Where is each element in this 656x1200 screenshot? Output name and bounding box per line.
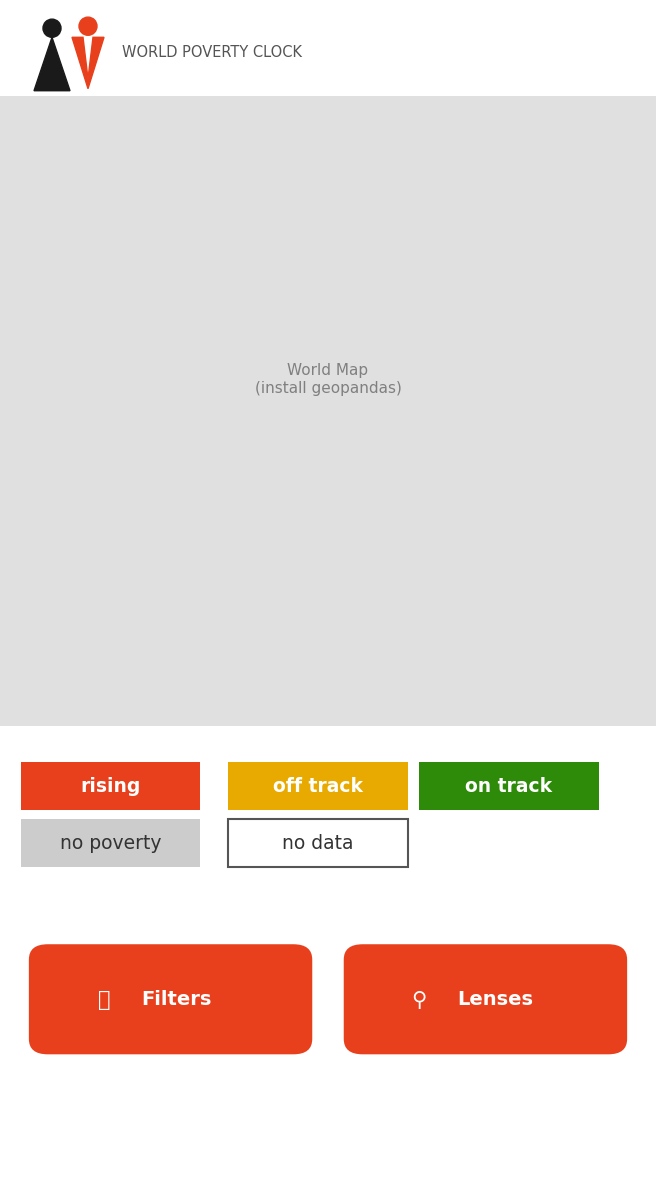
FancyBboxPatch shape <box>21 820 200 868</box>
FancyBboxPatch shape <box>29 944 312 1055</box>
Text: 2024: 2024 <box>36 1123 129 1157</box>
Text: ∨: ∨ <box>615 1126 638 1154</box>
Text: Filters: Filters <box>142 990 212 1009</box>
Text: rising: rising <box>80 776 140 796</box>
FancyBboxPatch shape <box>21 762 200 810</box>
Text: World Map
(install geopandas): World Map (install geopandas) <box>255 364 401 396</box>
Text: off track: off track <box>274 776 363 796</box>
FancyBboxPatch shape <box>228 762 408 810</box>
FancyBboxPatch shape <box>0 96 656 726</box>
Text: ⚲: ⚲ <box>412 990 427 1009</box>
FancyBboxPatch shape <box>419 762 599 810</box>
Polygon shape <box>34 37 70 91</box>
Text: no data: no data <box>283 834 354 853</box>
Circle shape <box>43 19 61 37</box>
FancyBboxPatch shape <box>228 820 408 868</box>
Text: ⫛: ⫛ <box>98 990 111 1009</box>
FancyBboxPatch shape <box>344 944 627 1055</box>
Circle shape <box>79 17 97 35</box>
Text: on track: on track <box>466 776 552 796</box>
Polygon shape <box>72 37 104 89</box>
Text: WORLD POVERTY CLOCK: WORLD POVERTY CLOCK <box>122 44 302 60</box>
Text: no poverty: no poverty <box>60 834 161 853</box>
Text: Lenses: Lenses <box>457 990 533 1009</box>
